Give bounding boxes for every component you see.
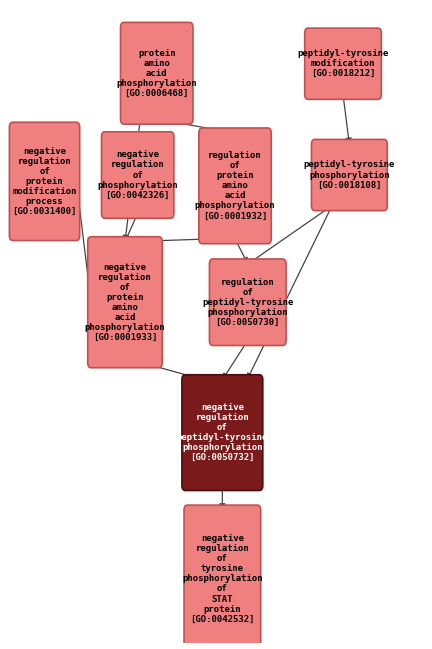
FancyBboxPatch shape [182, 374, 263, 491]
Text: negative
regulation
of
protein
amino
acid
phosphorylation
[GO:0001933]: negative regulation of protein amino aci… [85, 263, 165, 342]
FancyBboxPatch shape [10, 122, 79, 241]
Text: negative
regulation
of
phosphorylation
[GO:0042326]: negative regulation of phosphorylation [… [97, 151, 178, 200]
FancyBboxPatch shape [210, 259, 286, 345]
FancyBboxPatch shape [199, 128, 271, 244]
FancyBboxPatch shape [184, 505, 260, 649]
FancyBboxPatch shape [88, 237, 162, 368]
Text: peptidyl-tyrosine
modification
[GO:0018212]: peptidyl-tyrosine modification [GO:00182… [297, 49, 389, 79]
Text: negative
regulation
of
protein
modification
process
[GO:0031400]: negative regulation of protein modificat… [12, 147, 77, 216]
FancyBboxPatch shape [311, 140, 387, 211]
Text: regulation
of
protein
amino
acid
phosphorylation
[GO:0001932]: regulation of protein amino acid phospho… [195, 151, 275, 221]
Text: regulation
of
peptidyl-tyrosine
phosphorylation
[GO:0050730]: regulation of peptidyl-tyrosine phosphor… [202, 278, 293, 327]
FancyBboxPatch shape [102, 132, 174, 218]
Text: negative
regulation
of
peptidyl-tyrosine
phosphorylation
[GO:0050732]: negative regulation of peptidyl-tyrosine… [177, 403, 268, 462]
FancyBboxPatch shape [305, 28, 381, 99]
Text: negative
regulation
of
tyrosine
phosphorylation
of
STAT
protein
[GO:0042532]: negative regulation of tyrosine phosphor… [182, 534, 263, 624]
Text: peptidyl-tyrosine
phosphorylation
[GO:0018108]: peptidyl-tyrosine phosphorylation [GO:00… [304, 160, 395, 190]
Text: protein
amino
acid
phosphorylation
[GO:0006468]: protein amino acid phosphorylation [GO:0… [116, 49, 197, 98]
FancyBboxPatch shape [121, 22, 193, 124]
